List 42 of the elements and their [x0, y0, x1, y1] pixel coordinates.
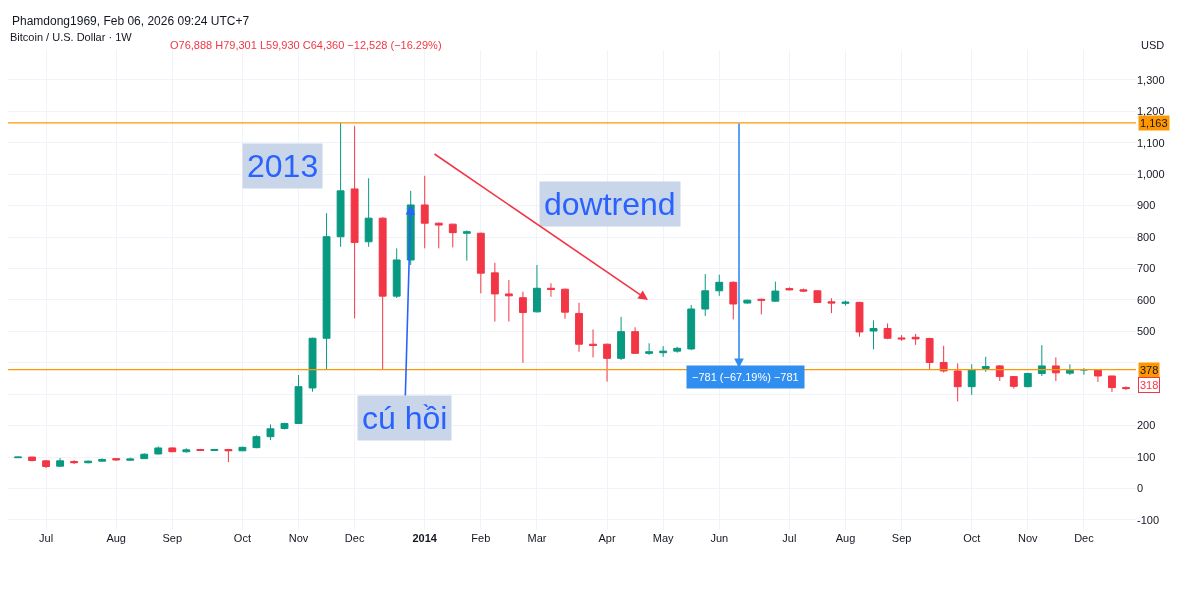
- x-tick-label: May: [652, 532, 675, 544]
- x-tick-label: Apr: [598, 532, 616, 544]
- y-tick-label: 500: [1137, 325, 1156, 338]
- x-tick-label: Dec: [1074, 532, 1095, 544]
- y-tick-label: 1,000: [1137, 168, 1165, 181]
- annotation: −781 (−67.19%) −781: [692, 371, 799, 383]
- y-tick-label: 1,300: [1137, 73, 1165, 86]
- annotation: 2013: [247, 148, 319, 184]
- x-tick-label: Oct: [233, 532, 251, 544]
- ref-line-label: 378: [1140, 364, 1159, 376]
- ref-line-label: 1,163: [1140, 117, 1168, 129]
- y-tick-label: 100: [1137, 450, 1156, 463]
- x-tick-label: Jul: [39, 532, 54, 544]
- x-tick-label: Jun: [710, 532, 729, 544]
- y-tick-label: 1,200: [1137, 105, 1165, 118]
- chart-subtitle: O76,888 H79,301 L59,930 C64,360 −12,528 (−16.29%): [170, 39, 442, 51]
- x-tick-label: Oct: [963, 532, 981, 544]
- chart-title: Bitcoin / U.S. Dollar · 1W: [10, 30, 133, 43]
- y-tick-label: 800: [1137, 230, 1156, 243]
- x-tick-label: Aug: [835, 532, 856, 544]
- x-tick-label: Nov: [288, 532, 309, 544]
- annotation: dowtrend: [544, 186, 676, 222]
- y-tick-label: 600: [1137, 293, 1156, 306]
- y-axis-title: USD: [1141, 39, 1165, 51]
- x-tick-label: Jul: [782, 532, 797, 544]
- x-tick-label: 2014: [412, 532, 438, 544]
- y-tick-label: 200: [1137, 419, 1156, 432]
- x-tick-label: Dec: [344, 532, 365, 544]
- text: Phamdong1969, Feb 06, 2026 09:24 UTC+7: [12, 14, 250, 28]
- x-tick-label: Nov: [1018, 532, 1039, 544]
- y-tick-label: 900: [1137, 199, 1156, 212]
- y-tick-label: 1,100: [1137, 136, 1165, 149]
- text: 318: [1140, 379, 1159, 391]
- y-tick-label: 700: [1137, 262, 1156, 275]
- x-tick-label: Mar: [527, 532, 547, 544]
- x-tick-label: Feb: [471, 532, 491, 544]
- y-tick-label: -100: [1137, 513, 1160, 526]
- x-tick-label: Sep: [891, 532, 912, 544]
- x-tick-label: Sep: [162, 532, 183, 544]
- annotation: cú hồi: [362, 400, 448, 436]
- x-tick-label: Aug: [106, 532, 126, 544]
- y-tick-label: 0: [1137, 482, 1144, 495]
